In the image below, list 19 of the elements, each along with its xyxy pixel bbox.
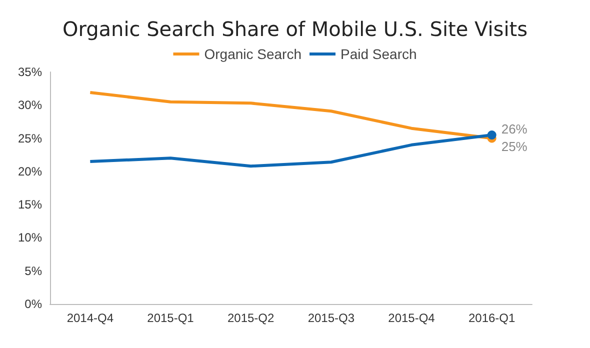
y-tick-label: 15%	[18, 198, 42, 212]
y-tick-label: 25%	[18, 131, 42, 146]
x-tick-label: 2014-Q4	[66, 311, 114, 325]
legend-label: Organic Search	[204, 46, 302, 62]
chart-title: Organic Search Share of Mobile U.S. Site Visits	[62, 17, 528, 41]
data-label: 25%	[501, 138, 528, 154]
x-tick-label: 2015-Q4	[388, 311, 436, 325]
data-label: 26%	[501, 121, 528, 136]
legend-label: Paid Search	[340, 46, 417, 62]
y-tick-label: 20%	[18, 164, 42, 178]
x-tick-label: 2015-Q1	[147, 311, 194, 325]
y-tick-label: 0%	[24, 297, 42, 311]
y-tick-label: 10%	[18, 230, 42, 245]
x-tick-label: 2015-Q3	[308, 311, 355, 325]
y-tick-label: 30%	[18, 98, 42, 112]
y-tick-label: 35%	[18, 65, 42, 79]
x-tick-label: 2016-Q1	[468, 311, 516, 325]
y-tick-label: 5%	[24, 264, 42, 278]
x-tick-label: 2015-Q2	[227, 311, 275, 325]
